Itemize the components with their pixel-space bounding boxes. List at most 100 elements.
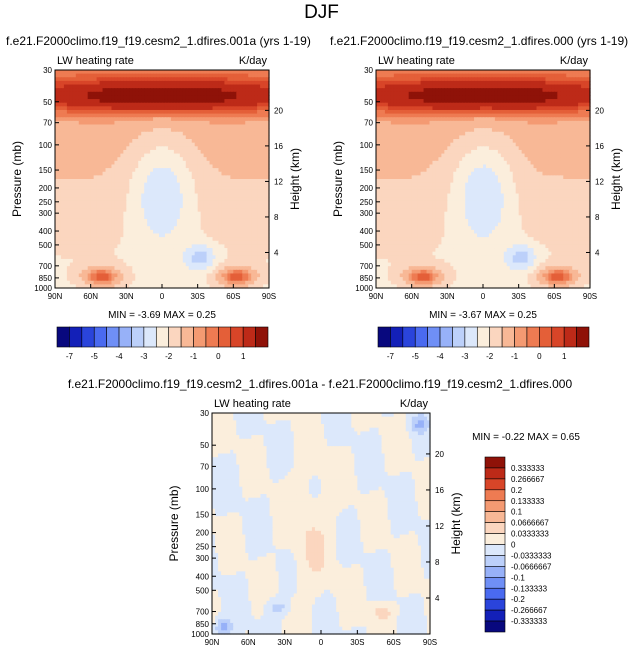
contour-cell: [411, 88, 416, 93]
contour-cell: [78, 84, 83, 89]
contour-cell: [402, 99, 407, 104]
contour-cell: [156, 233, 160, 238]
contour-cell: [236, 200, 240, 206]
contour-cell: [150, 269, 154, 275]
contour-cell: [96, 171, 101, 176]
contour-cell: [209, 139, 214, 144]
contour-cell: [164, 70, 169, 75]
contour-cell: [188, 186, 193, 191]
contour-cell: [126, 149, 130, 155]
contour-cell: [191, 211, 196, 216]
contour-cell: [63, 258, 68, 264]
contour-cell: [141, 157, 145, 162]
contour-cell: [218, 258, 223, 264]
contour-cell: [203, 222, 208, 227]
contour-cell: [194, 182, 199, 187]
contour-cell: [179, 120, 184, 126]
contour-cell: [126, 113, 130, 118]
contour-cell: [156, 131, 160, 136]
contour-cell: [212, 120, 217, 126]
contour-cell: [242, 262, 246, 267]
contour-cell: [78, 131, 83, 136]
contour-cell: [176, 269, 181, 275]
contour-cell: [236, 70, 240, 75]
contour-cell: [218, 149, 223, 155]
contour-cell: [521, 95, 526, 100]
contour-cell: [248, 164, 252, 169]
contour-cell: [84, 142, 89, 147]
contour-cell: [557, 84, 561, 89]
contour-cell: [129, 284, 133, 289]
contour-cell: [242, 277, 246, 282]
contour-cell: [57, 142, 62, 147]
contour-cell: [164, 117, 169, 122]
contour-cell: [126, 109, 130, 115]
contour-cell: [135, 77, 139, 82]
contour-cell: [63, 128, 68, 133]
contour-cell: [557, 95, 561, 100]
contour-cell: [90, 124, 95, 129]
y-axis-label: Pressure (mb): [10, 141, 24, 217]
contour-cell: [138, 179, 142, 184]
contour-cell: [527, 95, 532, 100]
contour-cell: [57, 240, 62, 245]
contour-cell: [84, 237, 89, 242]
contour-cell: [96, 175, 101, 180]
contour-cell: [90, 251, 95, 256]
contour-cell: [173, 91, 178, 97]
contour-cell: [93, 269, 98, 275]
contour-cell: [218, 175, 223, 180]
contour-cell: [248, 208, 252, 213]
contour-cell: [182, 262, 187, 267]
contour-cell: [233, 99, 237, 104]
contour-cell: [506, 70, 511, 75]
contour-cell: [236, 255, 240, 260]
contour-cell: [117, 135, 121, 140]
contour-cell: [132, 218, 136, 224]
contour-cell: [194, 262, 199, 267]
y-right-tick-label: 8: [274, 213, 279, 222]
contour-cell: [185, 142, 190, 147]
contour-cell: [170, 157, 175, 162]
contour-cell: [90, 128, 95, 133]
contour-cell: [84, 277, 89, 282]
contour-cell: [132, 120, 136, 126]
contour-cell: [75, 171, 80, 176]
contour-cell: [242, 229, 246, 235]
contour-cell: [102, 189, 107, 195]
contour-cell: [206, 120, 211, 126]
contour-cell: [203, 284, 208, 289]
contour-cell: [215, 175, 220, 180]
contour-cell: [126, 229, 130, 235]
contour-cell: [66, 251, 71, 256]
contour-cell: [194, 106, 199, 111]
contour-cell: [257, 218, 261, 224]
contour-cell: [164, 175, 169, 180]
contour-cell: [233, 218, 237, 224]
contour-cell: [78, 106, 83, 111]
contour-cell: [173, 139, 178, 144]
contour-cell: [426, 70, 431, 75]
contour-cell: [191, 113, 196, 118]
contour-cell: [257, 109, 261, 115]
contour-cell: [156, 266, 160, 271]
contour-cell: [141, 106, 145, 111]
contour-cell: [182, 80, 187, 86]
contour-cell: [173, 120, 178, 126]
contour-cell: [215, 237, 220, 242]
contour-cell: [224, 175, 228, 180]
contour-cell: [75, 218, 80, 224]
contour-cell: [176, 106, 181, 111]
contour-cell: [188, 128, 193, 133]
contour-cell: [123, 106, 127, 111]
contour-cell: [153, 277, 157, 282]
contour-cell: [78, 237, 83, 242]
contour-cell: [72, 131, 77, 136]
contour-cell: [120, 226, 124, 231]
contour-cell: [153, 139, 157, 144]
contour-cell: [518, 91, 523, 97]
contour-cell: [57, 269, 62, 275]
contour-cell: [245, 248, 249, 253]
contour-cell: [260, 200, 264, 206]
contour-cell: [450, 99, 454, 104]
